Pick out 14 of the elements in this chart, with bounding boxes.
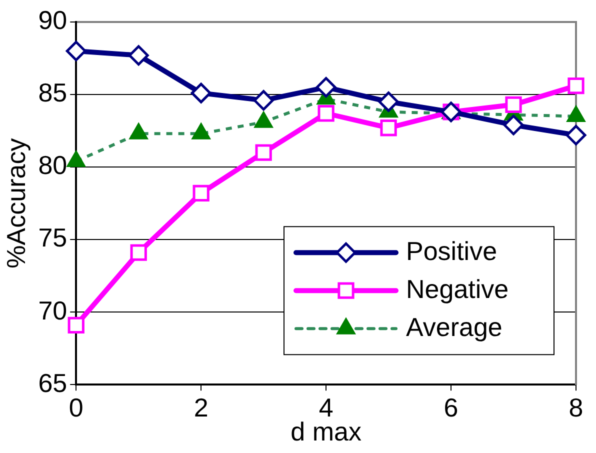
y-tick-label: 90 [38,5,68,36]
legend-label: Negative [406,274,509,304]
y-tick-label: 65 [38,368,68,398]
legend-label: Average [406,312,502,342]
x-tick-label: 6 [444,392,458,422]
y-tick-label: 75 [38,222,68,253]
y-tick-label: 85 [38,78,68,108]
x-tick-label: 2 [194,392,208,422]
y-tick-label: 80 [38,150,68,180]
y-axis-title: %Accuracy [0,138,31,268]
x-tick-label: 0 [68,392,84,422]
y-tick-label: 70 [38,295,68,326]
legend-label: Positive [406,236,498,266]
x-tick-label: 8 [568,392,584,422]
